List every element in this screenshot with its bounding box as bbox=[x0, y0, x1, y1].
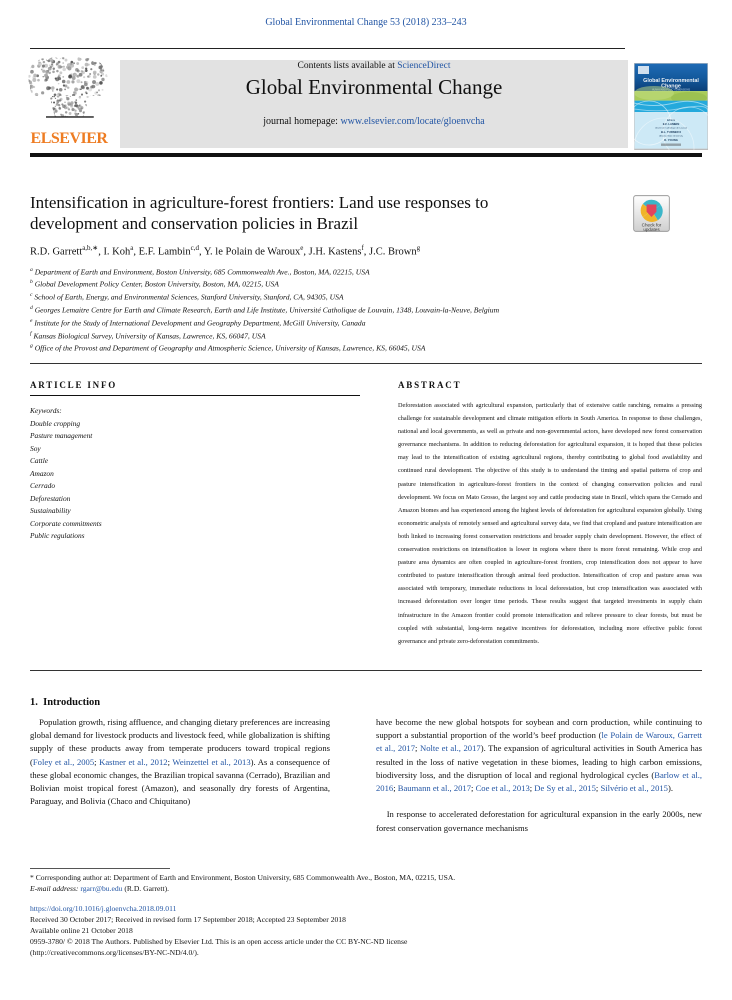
svg-text:O. YOUNG: O. YOUNG bbox=[664, 138, 678, 142]
svg-text:E.F. LAMBIN: E.F. LAMBIN bbox=[663, 122, 679, 126]
svg-text:B.L. TURNER II: B.L. TURNER II bbox=[661, 130, 681, 134]
svg-text:updates: updates bbox=[643, 227, 660, 232]
